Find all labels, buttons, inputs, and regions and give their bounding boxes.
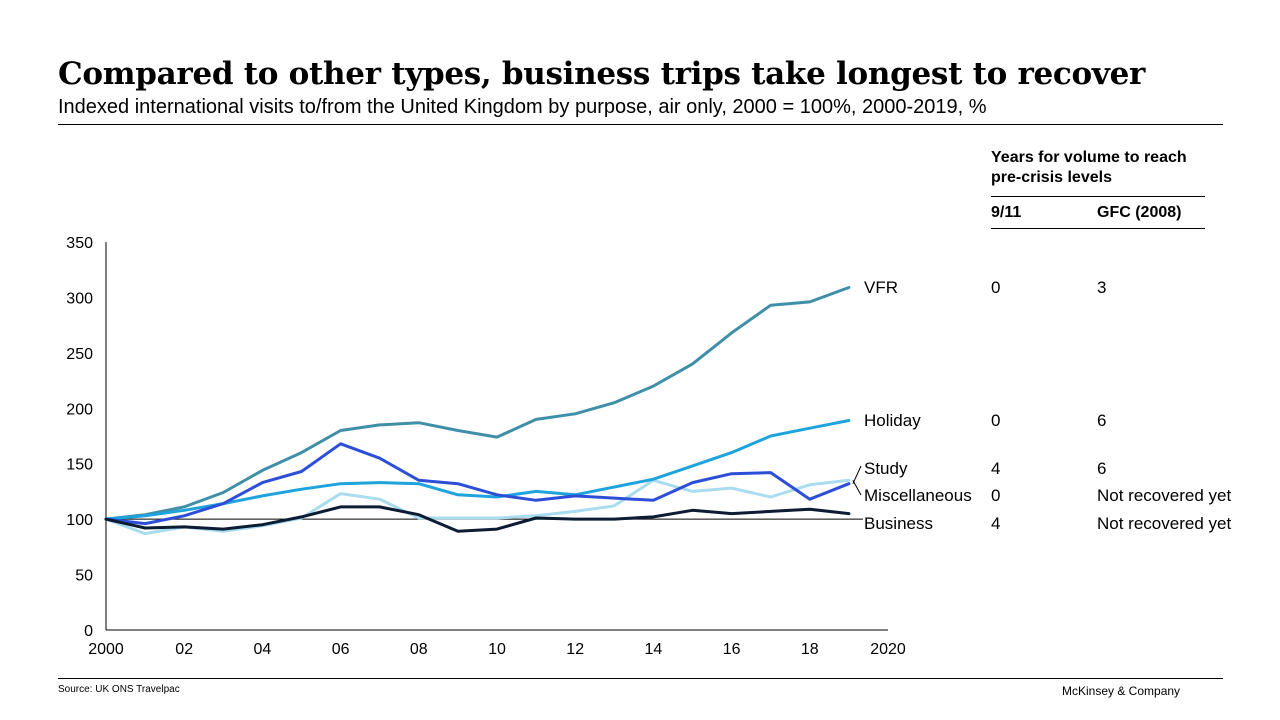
x-tick-label: 06 — [332, 641, 350, 658]
series-line-business — [104, 505, 851, 533]
chart-title: Compared to other types, business trips … — [58, 56, 1146, 92]
y-tick-label: 250 — [66, 346, 93, 363]
x-tick-label: 08 — [410, 641, 428, 658]
table-cell-911: 0 — [991, 278, 1000, 297]
y-tick-label: 300 — [66, 290, 93, 307]
series-label-business: Business — [864, 514, 933, 533]
y-tick-label: 100 — [66, 512, 93, 529]
table-cell-gfc: 6 — [1097, 411, 1106, 430]
table-cell-gfc: Not recovered yet — [1097, 514, 1231, 533]
table-cell-911: 4 — [991, 459, 1000, 478]
x-tick-label: 16 — [723, 641, 741, 658]
x-tick-label: 18 — [801, 641, 819, 658]
y-tick-label: 150 — [66, 457, 93, 474]
series-label-miscellaneous: Miscellaneous — [864, 486, 972, 505]
x-tick-label: 10 — [488, 641, 506, 658]
series-line-holiday — [104, 419, 851, 521]
series-line-study — [104, 442, 851, 526]
recovery-table-heading: Years for volume to reach pre-crisis lev… — [991, 149, 1187, 186]
footer-divider — [58, 678, 1223, 679]
leader-line-miscellaneous — [852, 480, 862, 496]
series-label-vfr: VFR — [864, 278, 898, 297]
y-tick-label: 0 — [84, 623, 93, 640]
table-col-911: 9/11 — [991, 204, 1022, 221]
x-tick-label: 2000 — [88, 641, 124, 658]
header-divider — [58, 124, 1223, 125]
leader-line-study — [852, 465, 862, 484]
table-cell-911: 4 — [991, 514, 1000, 533]
table-cell-911: 0 — [991, 486, 1000, 505]
table-cell-911: 0 — [991, 411, 1000, 430]
brand-name: McKinsey & Company — [1062, 684, 1181, 698]
x-tick-label: 02 — [175, 641, 193, 658]
table-cell-gfc: Not recovered yet — [1097, 486, 1231, 505]
y-tick-label: 350 — [66, 235, 93, 252]
table-cell-gfc: 6 — [1097, 459, 1106, 478]
chart-subtitle: Indexed international visits to/from the… — [58, 96, 987, 118]
x-tick-label: 04 — [254, 641, 272, 658]
table-heading-divider — [991, 196, 1205, 197]
x-tick-label: 12 — [566, 641, 584, 658]
series-label-holiday: Holiday — [864, 411, 921, 430]
x-tick-label: 14 — [645, 641, 663, 658]
y-tick-label: 50 — [75, 568, 93, 585]
series-line-miscellaneous — [104, 478, 851, 536]
y-tick-label: 200 — [66, 401, 93, 418]
table-cell-gfc: 3 — [1097, 278, 1106, 297]
table-columns-divider — [991, 228, 1205, 229]
x-tick-label: 2020 — [870, 641, 906, 658]
series-label-study: Study — [864, 459, 908, 478]
table-col-gfc: GFC (2008) — [1097, 204, 1182, 221]
series-line-vfr — [104, 286, 851, 521]
source-note: Source: UK ONS Travelpac — [58, 684, 180, 695]
